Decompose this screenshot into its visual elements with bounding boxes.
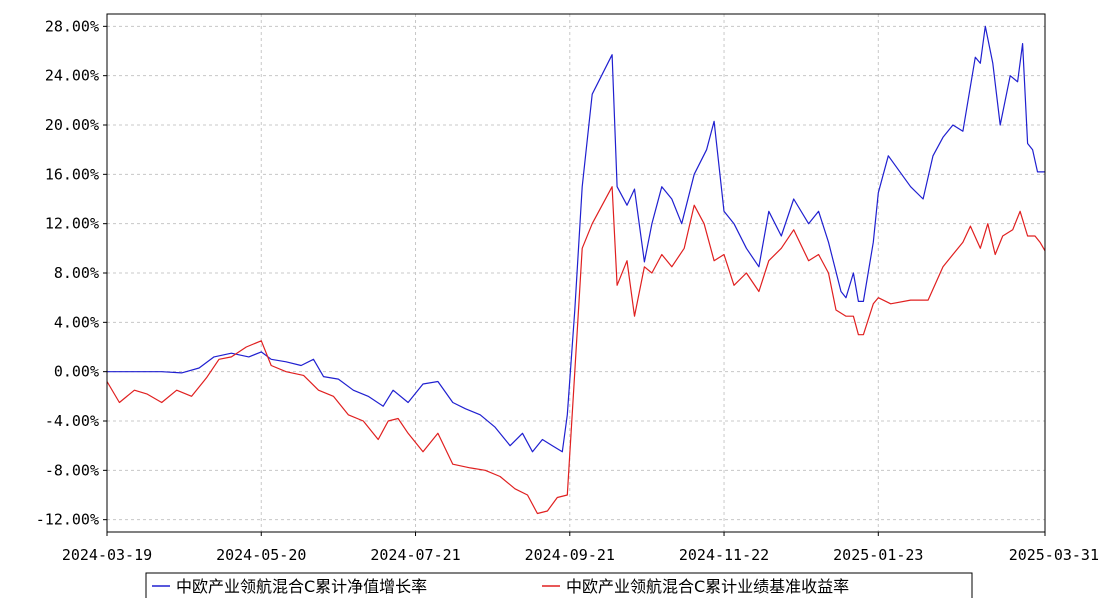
y-tick-label: -12.00%: [36, 511, 99, 529]
y-axis-ticks: 28.00% 24.00% 20.00% 16.00% 12.00% 8.00% 4.00%…: [36, 17, 107, 529]
y-tick-label: 16.00%: [45, 165, 99, 183]
y-tick-label: 8.00%: [54, 264, 99, 282]
series-lines: [106, 25, 1046, 515]
y-tick-label: 12.00%: [45, 215, 99, 233]
y-tick-label: -4.00%: [45, 412, 99, 430]
y-tick-label: 20.00%: [45, 116, 99, 134]
x-tick-label: 2025-03-31: [1009, 546, 1099, 564]
grid-lines: [107, 14, 1045, 532]
y-tick-label: 4.00%: [54, 313, 99, 331]
y-tick-label: 24.00%: [45, 67, 99, 85]
series-line-1: [107, 25, 1045, 453]
x-tick-label: 2024-11-22: [679, 546, 769, 564]
x-tick-label: 2024-05-20: [216, 546, 306, 564]
x-tick-label: 2025-01-23: [833, 546, 923, 564]
x-tick-label: 2024-07-21: [370, 546, 460, 564]
y-tick-label: 28.00%: [45, 17, 99, 35]
x-tick-label: 2024-09-21: [525, 546, 615, 564]
series-line-2: [106, 186, 1046, 515]
x-tick-label: 2024-03-19: [62, 546, 152, 564]
y-tick-label: 0.00%: [54, 363, 99, 381]
legend: 中欧产业领航混合C累计净值增长率 中欧产业领航混合C累计业绩基准收益率: [145, 572, 973, 598]
legend-label: 中欧产业领航混合C累计业绩基准收益率: [566, 577, 849, 596]
legend-label: 中欧产业领航混合C累计净值增长率: [176, 577, 427, 596]
plot-area-border: [106, 13, 1046, 533]
x-axis-ticks: 2024-03-19 2024-05-20 2024-07-21 2024-09-21…: [62, 532, 1099, 564]
y-tick-label: -8.00%: [45, 461, 99, 479]
